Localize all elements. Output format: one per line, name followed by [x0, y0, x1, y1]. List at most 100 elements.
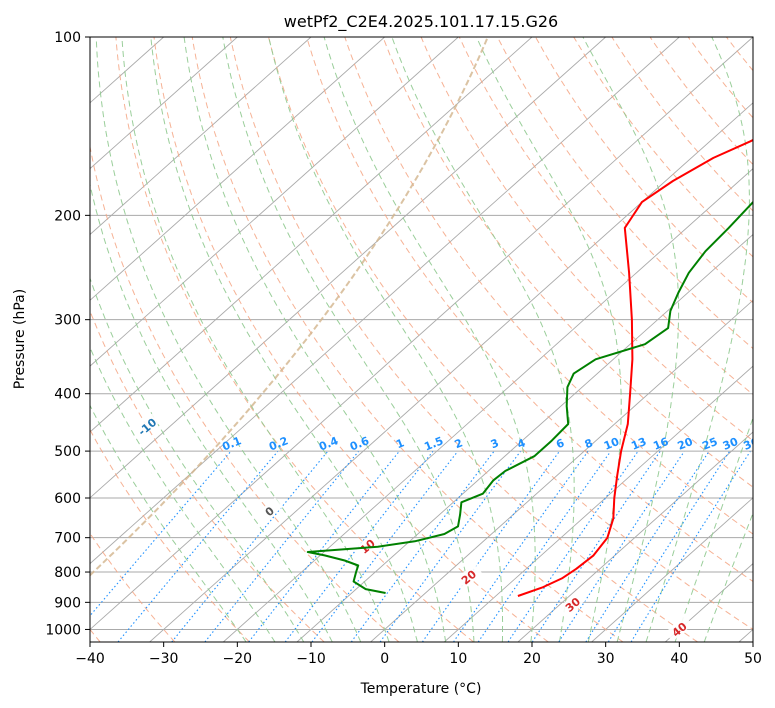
y-tick-label: 900: [54, 595, 81, 611]
dry-adiabat-line: [611, 37, 753, 212]
y-tick-label: 1000: [45, 622, 81, 638]
moist-adiabat-line: [268, 37, 504, 642]
mixing-ratio-line: [379, 451, 521, 642]
dry-adiabat-line: [90, 144, 400, 642]
isotherm-line: [90, 37, 312, 236]
moist-adiabat-line: [475, 37, 622, 642]
dry-adiabat-label-bg: [255, 497, 283, 524]
y-tick-label: 700: [54, 531, 81, 547]
mixing-ratio-lines: [90, 451, 751, 642]
isotherm-line: [90, 37, 385, 301]
mixing-ratio-label: 10: [602, 435, 621, 453]
plot-frame: [89, 36, 754, 643]
y-tick-label: 300: [54, 313, 81, 329]
moist-adiabat-line: [222, 37, 475, 642]
dry-adiabat-label-bg: [454, 563, 482, 590]
mixing-ratio-line: [453, 451, 589, 642]
moist-adiabat-line: [90, 346, 276, 642]
extra-curve-line: [90, 37, 489, 577]
dry-adiabat-line: [229, 37, 698, 642]
mixing-ratio-label: 20: [676, 435, 695, 453]
isotherm-line: [90, 37, 753, 631]
dry-adiabat-label-bg: [132, 413, 161, 440]
y-tick-label: 200: [54, 208, 81, 224]
isotherm-line: [443, 365, 753, 642]
x-tick-label: 0: [380, 651, 389, 667]
x-tick-label: −30: [149, 651, 179, 667]
dewpoint-profile-line: [306, 200, 753, 594]
isotherm-line: [149, 102, 753, 642]
dry-adiabat-line: [268, 37, 753, 630]
x-axis-label: Temperature (°C): [360, 681, 482, 697]
mixing-ratio-line: [477, 451, 612, 642]
x-tick-label: −40: [75, 651, 105, 667]
mixing-ratio-line: [585, 451, 710, 642]
mixing-ratio-line: [117, 451, 279, 642]
x-tick-label: −20: [223, 651, 253, 667]
mixing-ratio-line: [630, 451, 751, 642]
moist-adiabat-line: [90, 404, 247, 642]
x-tick-label: −10: [296, 651, 326, 667]
dry-adiabat-line: [153, 37, 549, 642]
moist-adiabat-line: [150, 37, 418, 642]
y-tick-label: 600: [54, 491, 81, 507]
y-tick-label: 400: [54, 387, 81, 403]
axis-ticks: −40 −30 −20 −10 0 10 20 30 40 50 100 200 300 400 500 60…: [45, 30, 762, 667]
moist-adiabat-line: [90, 276, 305, 642]
dry-adiabat-line: [573, 37, 753, 258]
mixing-ratio-label: 8: [583, 436, 595, 451]
isotherm-line: [517, 431, 753, 642]
moist-adiabat-line: [674, 416, 753, 642]
mixing-ratio-label: 2: [453, 436, 465, 451]
mixing-ratio-label: 25: [700, 435, 719, 453]
x-tick-label: 20: [523, 651, 541, 667]
moist-adiabat-line: [323, 37, 536, 642]
profiles: [306, 138, 753, 597]
plot-area: 0.10.20.40.611.52346810131620253036-100-…: [90, 37, 761, 642]
mixing-ratio-line: [607, 451, 730, 642]
moist-adiabat-line: [183, 37, 447, 642]
x-tick-label: 50: [744, 651, 762, 667]
dry-adiabat-line: [458, 37, 753, 396]
isotherm-line: [90, 37, 238, 170]
dry-adiabat-line: [420, 37, 753, 442]
mixing-ratio-label: 3: [489, 436, 501, 451]
moist-adiabat-line: [645, 37, 750, 642]
dry-adiabat-label-bg: [664, 615, 693, 642]
moist-adiabat-line: [95, 37, 362, 642]
moist-adiabat-line: [582, 37, 680, 642]
background-lines: [90, 37, 753, 642]
mixing-ratio-line: [421, 451, 560, 642]
y-tick-label: 500: [54, 444, 81, 460]
isotherm-line: [370, 299, 753, 642]
mixing-ratio-label: 36: [742, 435, 761, 453]
moist-adiabat-line: [121, 37, 390, 642]
y-tick-label: 100: [54, 30, 81, 46]
x-tick-label: 30: [597, 651, 615, 667]
isotherm-line: [90, 37, 680, 565]
dry-adiabat-line: [90, 428, 250, 642]
isotherm-line: [591, 497, 753, 642]
mixing-ratio-label: 16: [651, 435, 670, 453]
mixing-ratio-line: [248, 451, 400, 642]
isotherm-line: [90, 37, 533, 433]
isotherm-line: [90, 37, 459, 367]
x-tick-label: 10: [449, 651, 467, 667]
mixing-ratio-line: [171, 451, 329, 642]
dry-adiabat-label-bg: [353, 532, 381, 559]
dry-adiabat-line: [496, 37, 753, 350]
isotherm-line: [222, 168, 753, 642]
isotherm-line: [90, 37, 606, 499]
mixing-ratio-label: 1: [394, 436, 406, 451]
moist-adiabat-line: [90, 182, 333, 642]
x-tick-label: 40: [670, 651, 688, 667]
mixing-ratio-line: [204, 451, 359, 642]
dry-adiabat-line: [306, 37, 753, 583]
chart-title: wetPf2_C2E4.2025.101.17.15.G26: [284, 12, 558, 32]
mixing-ratio-label: 30: [721, 435, 740, 453]
moist-adiabat-line: [391, 37, 575, 642]
mixing-ratio-line: [90, 451, 232, 617]
dry-adiabat-line: [382, 37, 753, 488]
dry-adiabat-label-bg: [558, 590, 586, 617]
